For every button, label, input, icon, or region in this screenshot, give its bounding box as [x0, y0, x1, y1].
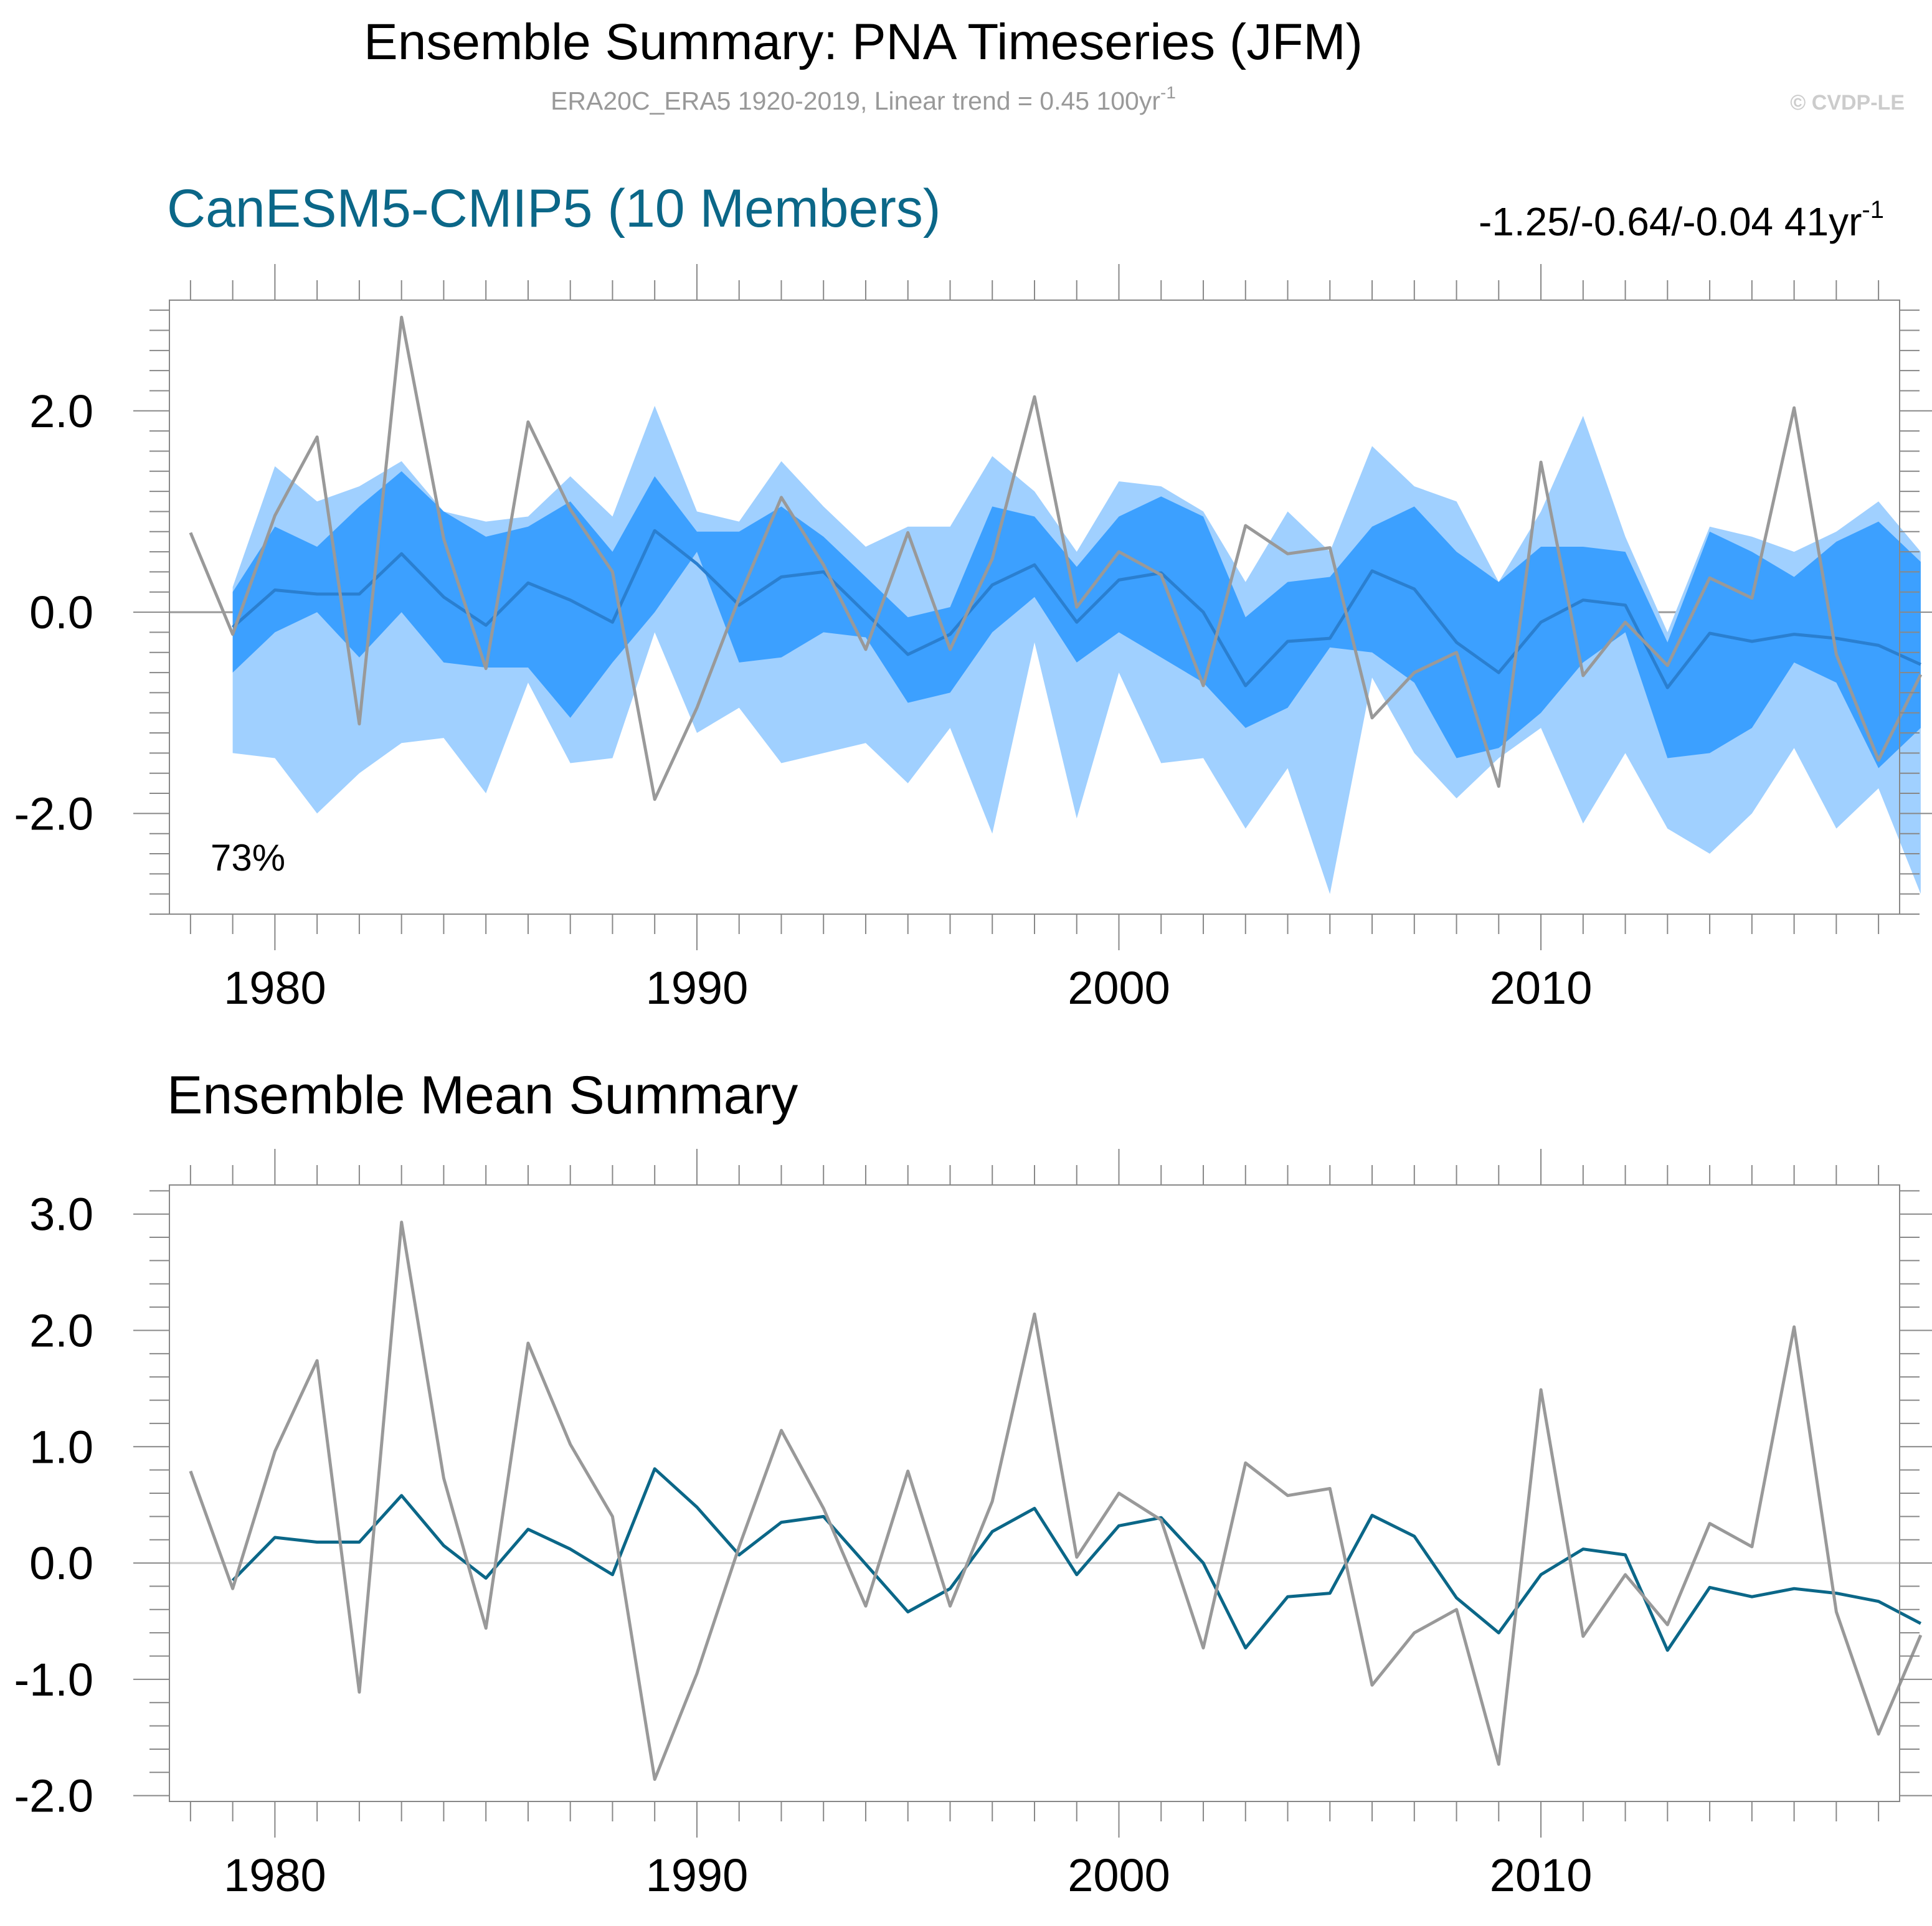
panel2-plot-frame: [169, 1184, 1900, 1802]
panel2-ensemble-mean-line: [231, 1467, 1922, 1652]
panel2-y-tick-label: 2.0: [29, 1305, 93, 1356]
panel1-y-tick-label: -2.0: [14, 788, 93, 839]
figure-subtitle: ERA20C_ERA5 1920-2019, Linear trend = 0.…: [551, 83, 1176, 115]
panel1-trend-label: -1.25/-0.64/-0.04 41yr-1: [1479, 196, 1884, 244]
panel1-observations-line: [189, 316, 1923, 801]
panel1-x-tick-label: 2010: [1490, 962, 1593, 1014]
panel1-x-tick-label: 1980: [224, 962, 326, 1014]
panel2-x-tick-label: 2000: [1068, 1849, 1170, 1901]
panel2-x-tick-label: 1980: [224, 1849, 326, 1901]
panel2-x-tick-label: 1990: [646, 1849, 749, 1901]
panel1-y-tick-label: 2.0: [29, 385, 93, 437]
panel1-percent-label: 73%: [211, 837, 285, 879]
panel1-x-tick-label: 2000: [1068, 962, 1170, 1014]
panel1-title: CanESM5-CMIP5 (10 Members): [167, 179, 941, 238]
panel2-title: Ensemble Mean Summary: [167, 1065, 798, 1125]
panel2-plot: 1980 1990 2000 2010 -2.0 -1.0 0.0 1.0 2.0 3.0: [14, 1149, 1932, 1901]
panel2-y-tick-label: 1.0: [29, 1421, 93, 1473]
panel2-observations-line: [189, 1220, 1923, 1781]
panel1-plot: 1980 1990 2000 2010 -2.0 0.0 2.0: [14, 264, 1932, 1014]
panel2-y-tick-label: 3.0: [29, 1189, 93, 1240]
panel2-y-tick-label: 0.0: [29, 1537, 93, 1589]
panel2-y-tick-label: -2.0: [14, 1770, 93, 1822]
copyright-label: © CVDP-LE: [1790, 91, 1905, 115]
panel2-x-tick-label: 2010: [1490, 1849, 1593, 1901]
figure-title: Ensemble Summary: PNA Timeseries (JFM): [364, 14, 1363, 70]
panel1-x-tick-label: 1990: [646, 962, 749, 1014]
panel1-ensemble-mean-line: [231, 529, 1921, 689]
panel1-y-tick-label: 0.0: [29, 587, 93, 638]
panel2-y-tick-label: -1.0: [14, 1654, 93, 1706]
